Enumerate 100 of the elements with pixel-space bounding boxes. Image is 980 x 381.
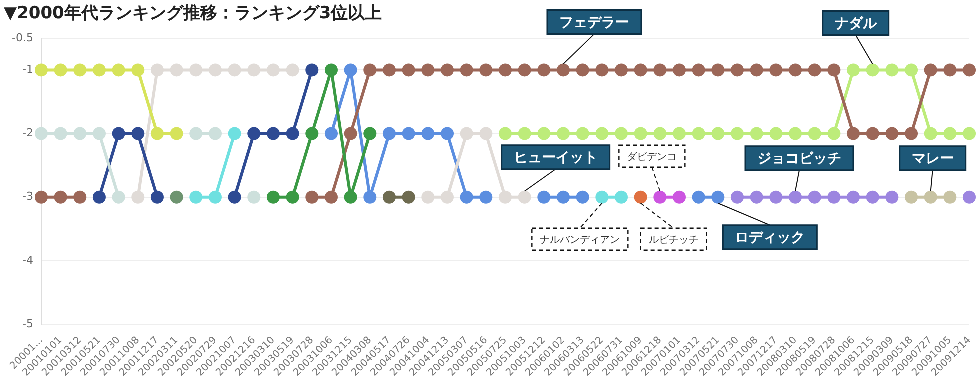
point bbox=[963, 127, 976, 140]
point bbox=[266, 190, 280, 204]
point bbox=[576, 64, 590, 77]
point bbox=[847, 127, 860, 140]
point bbox=[112, 127, 126, 140]
point bbox=[576, 127, 590, 140]
point bbox=[190, 64, 203, 77]
point bbox=[324, 64, 338, 77]
point bbox=[248, 64, 261, 77]
point bbox=[460, 64, 474, 77]
point bbox=[556, 127, 570, 140]
point bbox=[944, 127, 957, 140]
point bbox=[866, 64, 880, 77]
point bbox=[614, 127, 628, 140]
point bbox=[498, 64, 512, 77]
point bbox=[886, 127, 899, 140]
point bbox=[382, 190, 396, 204]
point bbox=[440, 127, 454, 140]
point bbox=[614, 190, 628, 204]
point bbox=[538, 64, 551, 77]
annotation: ダビデンコ bbox=[627, 150, 678, 163]
point bbox=[422, 190, 435, 204]
point bbox=[286, 127, 300, 140]
point bbox=[654, 190, 667, 204]
point bbox=[208, 190, 222, 204]
annotation: ロディック bbox=[735, 230, 806, 246]
point bbox=[518, 190, 532, 204]
point bbox=[808, 127, 822, 140]
point bbox=[150, 127, 164, 140]
point bbox=[286, 190, 300, 204]
point bbox=[673, 64, 686, 77]
point bbox=[480, 190, 493, 204]
point bbox=[886, 64, 899, 77]
point bbox=[248, 127, 261, 140]
point bbox=[112, 190, 126, 204]
point bbox=[886, 190, 899, 204]
point bbox=[92, 64, 106, 77]
annotation: ジョコビッチ bbox=[758, 151, 842, 167]
point bbox=[34, 190, 48, 204]
point bbox=[828, 127, 841, 140]
point bbox=[750, 64, 764, 77]
y-tick-label: -1 bbox=[22, 63, 34, 76]
point bbox=[440, 190, 454, 204]
point bbox=[866, 190, 880, 204]
point bbox=[905, 190, 918, 204]
point bbox=[963, 64, 976, 77]
point bbox=[74, 127, 87, 140]
point bbox=[712, 64, 725, 77]
point bbox=[963, 190, 976, 204]
point bbox=[614, 64, 628, 77]
point bbox=[190, 190, 203, 204]
point bbox=[924, 64, 938, 77]
point bbox=[324, 190, 338, 204]
point bbox=[789, 127, 802, 140]
point bbox=[402, 190, 416, 204]
point bbox=[770, 64, 783, 77]
point bbox=[440, 64, 454, 77]
point bbox=[344, 190, 358, 204]
annotation: ナルバンディアン bbox=[540, 234, 620, 246]
point bbox=[847, 64, 860, 77]
point bbox=[344, 64, 358, 77]
point bbox=[92, 190, 106, 204]
point bbox=[306, 190, 319, 204]
point bbox=[306, 127, 319, 140]
point bbox=[306, 64, 319, 77]
point bbox=[248, 190, 261, 204]
y-tick-label: -4 bbox=[22, 254, 34, 267]
point bbox=[731, 64, 744, 77]
point bbox=[750, 127, 764, 140]
point bbox=[132, 190, 145, 204]
point bbox=[54, 64, 68, 77]
point bbox=[34, 64, 48, 77]
point bbox=[556, 190, 570, 204]
annotation: マレー bbox=[912, 151, 954, 167]
annotation: ヒューイット bbox=[514, 150, 598, 166]
point bbox=[266, 127, 280, 140]
chart-title: ▼2000年代ランキング推移：ランキング3位以上 bbox=[4, 4, 382, 24]
point bbox=[480, 64, 493, 77]
point bbox=[208, 64, 222, 77]
point bbox=[170, 190, 184, 204]
point bbox=[364, 64, 377, 77]
point bbox=[170, 127, 184, 140]
point bbox=[344, 127, 358, 140]
point bbox=[634, 64, 648, 77]
point bbox=[498, 127, 512, 140]
point bbox=[228, 127, 242, 140]
point bbox=[596, 127, 609, 140]
point bbox=[538, 190, 551, 204]
point bbox=[905, 64, 918, 77]
point bbox=[364, 190, 377, 204]
point bbox=[654, 127, 667, 140]
point bbox=[944, 64, 957, 77]
point bbox=[190, 127, 203, 140]
point bbox=[402, 127, 416, 140]
point bbox=[170, 64, 184, 77]
point bbox=[480, 127, 493, 140]
point bbox=[74, 190, 87, 204]
point bbox=[596, 190, 609, 204]
point bbox=[692, 190, 706, 204]
point bbox=[905, 127, 918, 140]
